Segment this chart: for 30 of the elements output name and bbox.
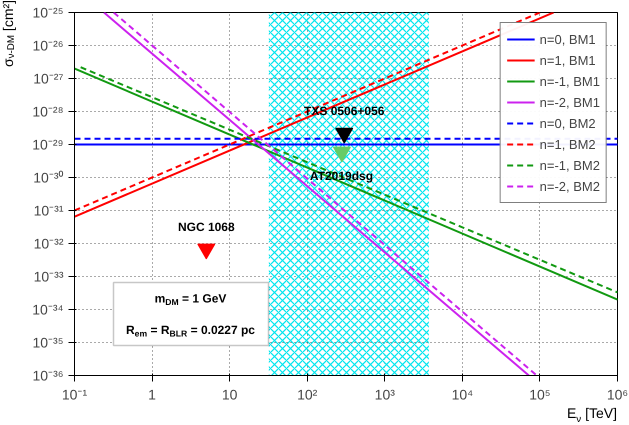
legend-label: n=-1, BM2 [540,158,600,172]
y-tick-label: 10⁻³⁰ [33,170,64,186]
x-axis-title: E$_{ν}$ [TeV] [566,405,617,425]
annotation: NGC 1068 [178,220,235,234]
y-tick-label: 10⁻³¹ [34,202,64,218]
y-tick-label: 10⁻³⁵ [32,334,64,350]
x-tick-label: 10³ [374,386,396,402]
legend-label: n=-2, BM2 [540,178,600,194]
y-tick-label: 10⁻²⁹ [32,136,64,152]
legend-label: n=1, BM1 [540,52,596,68]
legend-label: n=-2, BM1 [540,94,600,110]
y-tick-label: 10⁻³³ [34,268,64,284]
y-tick-label: 10⁻³⁶ [32,368,64,384]
y-tick-label: 10⁻²⁷ [33,70,64,86]
x-tick-label: 10⁴ [452,386,474,402]
x-tick-label: 10⁻¹ [62,386,88,402]
y-tick-label: 10⁻²⁸ [32,104,64,120]
y-tick-label: 10⁻²⁵ [32,4,64,20]
y-tick-label: 10⁻³⁴ [32,302,64,318]
x-tick-label: 10⁶ [606,386,628,402]
x-tick-label: 10⁵ [529,386,551,402]
x-tick-label: 10 [222,386,238,402]
y-tick-label: 10⁻²⁶ [32,38,64,54]
y-tick-label: 10⁻³² [34,236,64,252]
legend-label: n=1, BM2 [540,136,596,152]
x-tick-label: 1 [148,386,156,402]
legend-label: n=0, BM2 [540,116,596,130]
x-tick-label: 10² [297,386,318,402]
legend-label: n=-1, BM1 [540,74,600,88]
legend-label: n=0, BM1 [540,32,596,46]
